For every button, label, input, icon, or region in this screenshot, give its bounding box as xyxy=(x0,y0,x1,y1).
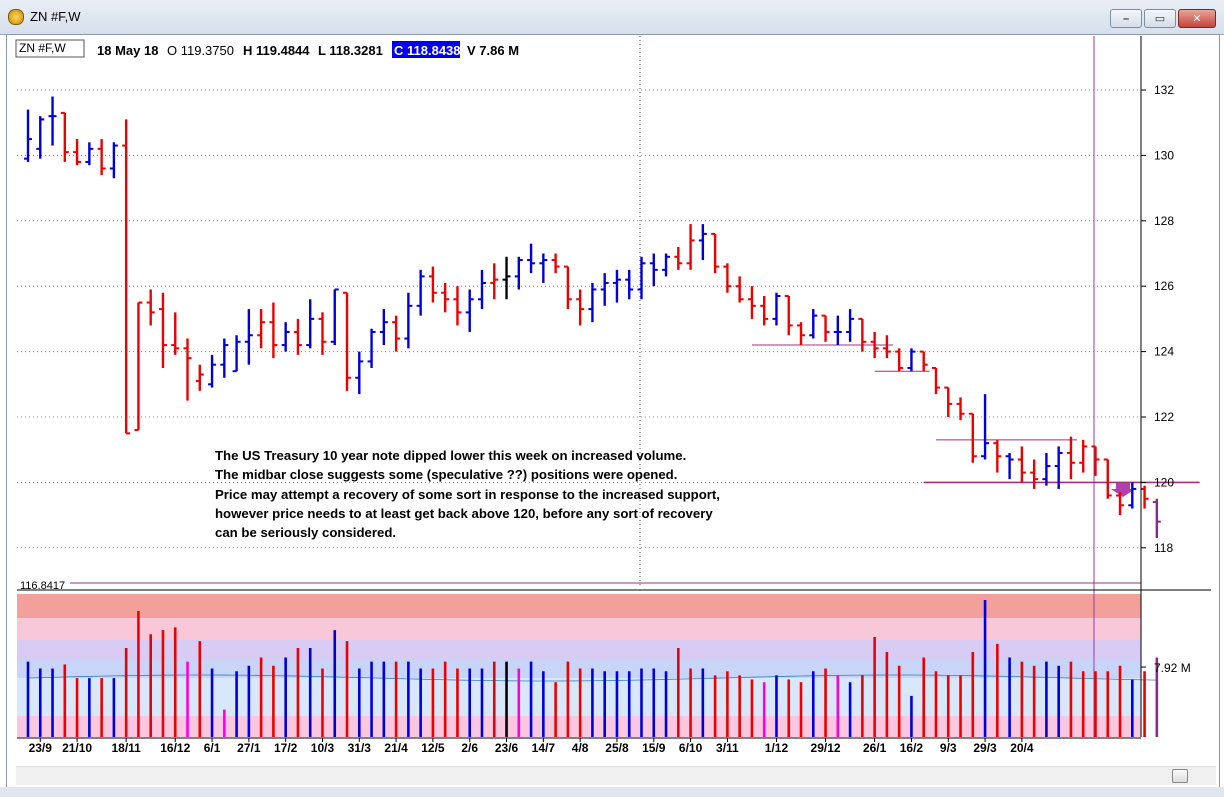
time-tick-label: 2/6 xyxy=(461,741,478,755)
annotation-line: can be seriously considered. xyxy=(215,523,720,542)
annotation-text: The US Treasury 10 year note dipped lowe… xyxy=(215,446,720,542)
header-close: C 118.8438 xyxy=(394,43,461,58)
header-volume: V 7.86 M xyxy=(467,43,519,58)
scrollbar-thumb[interactable] xyxy=(1172,769,1188,783)
price-tick-label: 128 xyxy=(1154,214,1174,228)
price-tick-label: 130 xyxy=(1154,148,1174,162)
time-tick-label: 26/1 xyxy=(863,741,887,755)
price-tick-label: 132 xyxy=(1154,83,1174,97)
time-tick-label: 10/3 xyxy=(311,741,335,755)
header-low: L 118.3281 xyxy=(318,43,383,58)
time-tick-label: 23/6 xyxy=(495,741,519,755)
time-tick-label: 4/8 xyxy=(572,741,589,755)
horizontal-scrollbar[interactable] xyxy=(16,766,1216,785)
price-tick-label: 122 xyxy=(1154,410,1174,424)
time-tick-label: 15/9 xyxy=(642,741,666,755)
time-tick-label: 29/12 xyxy=(811,741,841,755)
price-tick-label: 126 xyxy=(1154,279,1174,293)
time-tick-label: 1/12 xyxy=(765,741,789,755)
time-tick-label: 21/10 xyxy=(62,741,92,755)
time-tick-label: 9/3 xyxy=(940,741,957,755)
time-tick-label: 16/12 xyxy=(160,741,190,755)
time-tick-label: 6/1 xyxy=(204,741,221,755)
time-tick-label: 20/4 xyxy=(1010,741,1034,755)
symbol-label: ZN #F,W xyxy=(19,41,66,55)
time-tick-label: 29/3 xyxy=(973,741,997,755)
time-tick-label: 27/1 xyxy=(237,741,261,755)
time-tick-label: 16/2 xyxy=(900,741,924,755)
volume-axis-label: 7.92 M xyxy=(1154,661,1191,675)
price-tick-label: 118 xyxy=(1154,541,1173,555)
time-tick-label: 3/11 xyxy=(716,741,739,755)
header-date: 18 May 18 xyxy=(97,43,158,58)
time-tick-label: 25/8 xyxy=(605,741,629,755)
min-price-label: 116.8417 xyxy=(20,580,65,592)
annotation-line: Price may attempt a recovery of some sor… xyxy=(215,485,720,504)
time-tick-label: 17/2 xyxy=(274,741,298,755)
time-tick-label: 14/7 xyxy=(532,741,556,755)
time-tick-label: 23/9 xyxy=(29,741,53,755)
annotation-line: The US Treasury 10 year note dipped lowe… xyxy=(215,446,720,465)
time-tick-label: 12/5 xyxy=(421,741,445,755)
price-tick-label: 124 xyxy=(1154,345,1174,359)
volume-band xyxy=(17,618,1141,640)
time-tick-label: 18/11 xyxy=(111,741,141,755)
volume-band xyxy=(17,594,1141,618)
time-tick-label: 21/4 xyxy=(384,741,408,755)
header-high: H 119.4844 xyxy=(243,43,310,58)
time-tick-label: 31/3 xyxy=(348,741,372,755)
annotation-line: The midbar close suggests some (speculat… xyxy=(215,465,720,484)
status-bar xyxy=(0,787,1224,797)
annotation-line: however price needs to at least get back… xyxy=(215,504,720,523)
time-tick-label: 6/10 xyxy=(679,741,703,755)
price-tick-label: 120 xyxy=(1154,475,1174,489)
header-open: O 119.3750 xyxy=(167,43,234,58)
